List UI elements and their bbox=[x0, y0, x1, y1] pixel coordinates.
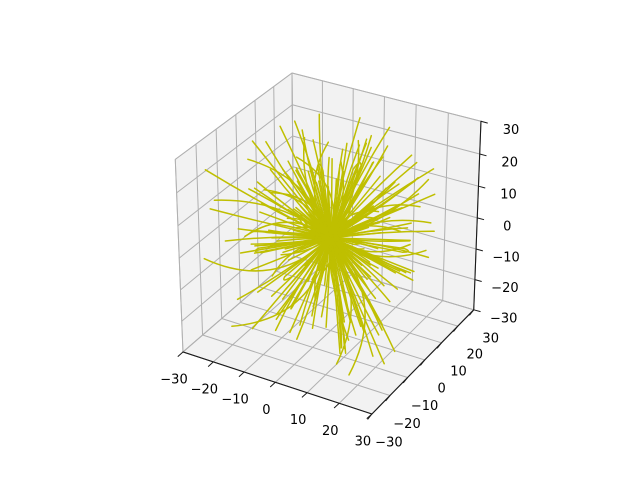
y-tick bbox=[420, 359, 426, 366]
y-tick-label: 10 bbox=[450, 364, 467, 379]
ray-line bbox=[329, 161, 375, 239]
x-tick-label: −10 bbox=[221, 393, 248, 408]
grid-line bbox=[177, 135, 293, 227]
ray-hairpin-line bbox=[254, 236, 332, 254]
y-tick-label: 30 bbox=[482, 331, 499, 346]
grid-line bbox=[174, 159, 184, 352]
x-tick bbox=[269, 381, 276, 388]
ray-hairpin-line bbox=[329, 236, 362, 246]
grid-line bbox=[180, 196, 294, 291]
y-tick-label: −10 bbox=[411, 399, 438, 414]
y-tick bbox=[469, 309, 475, 316]
y-tick-label: −30 bbox=[375, 436, 402, 451]
y-tick bbox=[367, 413, 373, 420]
y-tick bbox=[402, 377, 408, 384]
grid-line bbox=[178, 166, 294, 259]
z-tick-label: 0 bbox=[503, 219, 511, 234]
z-tick bbox=[478, 185, 486, 189]
y-tick bbox=[436, 342, 442, 349]
ray-line bbox=[329, 216, 391, 239]
grid-line bbox=[306, 291, 413, 394]
x-tick-label: 20 bbox=[322, 424, 339, 439]
grid-line bbox=[195, 144, 204, 336]
grid-line bbox=[212, 264, 324, 363]
ray-line bbox=[329, 170, 345, 239]
ray-line bbox=[329, 225, 402, 239]
y-tick-label: 0 bbox=[438, 382, 446, 397]
x-tick-label: 10 bbox=[290, 413, 307, 428]
x-tick bbox=[333, 402, 340, 409]
x-tick-label: 30 bbox=[355, 435, 372, 450]
z-tick bbox=[474, 279, 482, 282]
z-tick bbox=[473, 309, 481, 313]
ray-lines-series bbox=[203, 113, 436, 376]
ray-hairpin-line bbox=[283, 236, 332, 281]
z-tick-label: 30 bbox=[503, 123, 520, 138]
grid-line bbox=[273, 86, 277, 272]
grid-line bbox=[181, 226, 294, 322]
grid-line bbox=[174, 72, 293, 160]
y-tick bbox=[453, 325, 459, 332]
grid-line bbox=[292, 104, 480, 155]
grid-line bbox=[202, 334, 391, 396]
z-tick-label: 20 bbox=[501, 156, 518, 171]
y-tick bbox=[385, 395, 391, 402]
grid-line bbox=[291, 72, 295, 257]
grid-line bbox=[291, 72, 482, 122]
ray-hairpin-line bbox=[316, 163, 332, 239]
ray-line bbox=[329, 230, 435, 239]
z-tick bbox=[477, 217, 485, 221]
x-tick-label: 0 bbox=[262, 403, 270, 418]
ray-line bbox=[329, 236, 346, 323]
z-tick-label: −20 bbox=[491, 281, 518, 296]
y-tick-label: 20 bbox=[467, 348, 484, 363]
tick-marks bbox=[177, 120, 488, 420]
grid-line bbox=[292, 135, 479, 187]
z-tick bbox=[475, 248, 483, 252]
z-axis-line bbox=[473, 120, 482, 311]
grid-line bbox=[442, 112, 449, 301]
ray-line bbox=[329, 236, 365, 333]
ray-hairpin-line bbox=[308, 231, 332, 239]
ray-line bbox=[329, 193, 436, 239]
grid-line bbox=[411, 104, 417, 292]
ray-line bbox=[329, 236, 396, 353]
z-tick bbox=[479, 153, 487, 157]
ray-line bbox=[308, 189, 332, 239]
ray-hairpin-line bbox=[329, 161, 362, 239]
grid-line bbox=[338, 300, 444, 404]
x-tick-label: −30 bbox=[160, 373, 187, 388]
ray-line bbox=[329, 236, 363, 261]
z-tick-label: 10 bbox=[500, 188, 517, 203]
ray-hairpin-line bbox=[290, 236, 332, 310]
ray-line bbox=[329, 236, 381, 322]
grid-line bbox=[235, 114, 241, 303]
x-tick bbox=[207, 361, 214, 367]
ray-line bbox=[269, 168, 332, 239]
x-axis-line bbox=[182, 351, 373, 415]
ray-line bbox=[329, 201, 374, 239]
z-tick bbox=[480, 120, 488, 124]
x-tick bbox=[238, 371, 245, 378]
x-tick bbox=[301, 392, 308, 398]
ray-hairpin-line bbox=[329, 236, 409, 253]
ray-line bbox=[329, 175, 381, 239]
z-tick-label: −30 bbox=[490, 311, 517, 326]
y-tick-label: −20 bbox=[393, 417, 420, 432]
grid-line bbox=[215, 129, 223, 319]
grid-line bbox=[176, 104, 293, 194]
ray-line bbox=[329, 236, 427, 258]
x-tick bbox=[177, 351, 184, 358]
z-tick-label: −10 bbox=[492, 251, 519, 266]
x-tick-label: −20 bbox=[191, 382, 218, 397]
